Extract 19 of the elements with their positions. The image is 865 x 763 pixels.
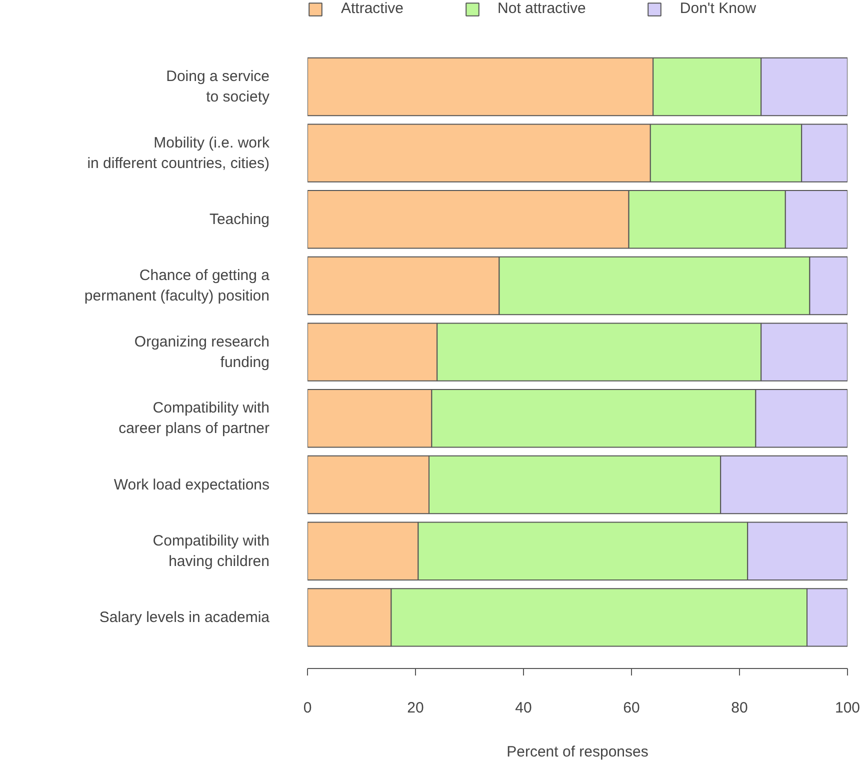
x-tick-label: 40 [515, 700, 532, 716]
x-tick-label: 100 [834, 700, 860, 716]
y-tick-label: Organizing research funding [134, 333, 270, 371]
y-tick-label: Doing a service to society [166, 68, 270, 106]
x-tick-label: 60 [623, 700, 640, 716]
legend-label: Attractive [341, 0, 404, 17]
y-tick-label: Teaching [209, 210, 270, 228]
x-tick-label: 0 [303, 700, 312, 716]
y-tick-label: Compatibility with having children [152, 532, 270, 570]
y-tick-label: Chance of getting a permanent (faculty) position [84, 267, 270, 304]
legend-label: Not attractive [498, 0, 586, 17]
legend-label: Don't Know [680, 0, 756, 17]
x-tick-label: 80 [731, 700, 748, 716]
y-tick-label: Work load expectations [114, 476, 270, 494]
y-tick-label: Compatibility with career plans of partner [118, 400, 270, 438]
y-tick-label: Mobility (i.e. work in different countries, cities) [87, 134, 270, 172]
x-axis-title: Percent of responses [506, 744, 648, 760]
y-tick-label: Salary levels in academia [99, 608, 270, 626]
x-tick-label: 20 [407, 700, 424, 716]
